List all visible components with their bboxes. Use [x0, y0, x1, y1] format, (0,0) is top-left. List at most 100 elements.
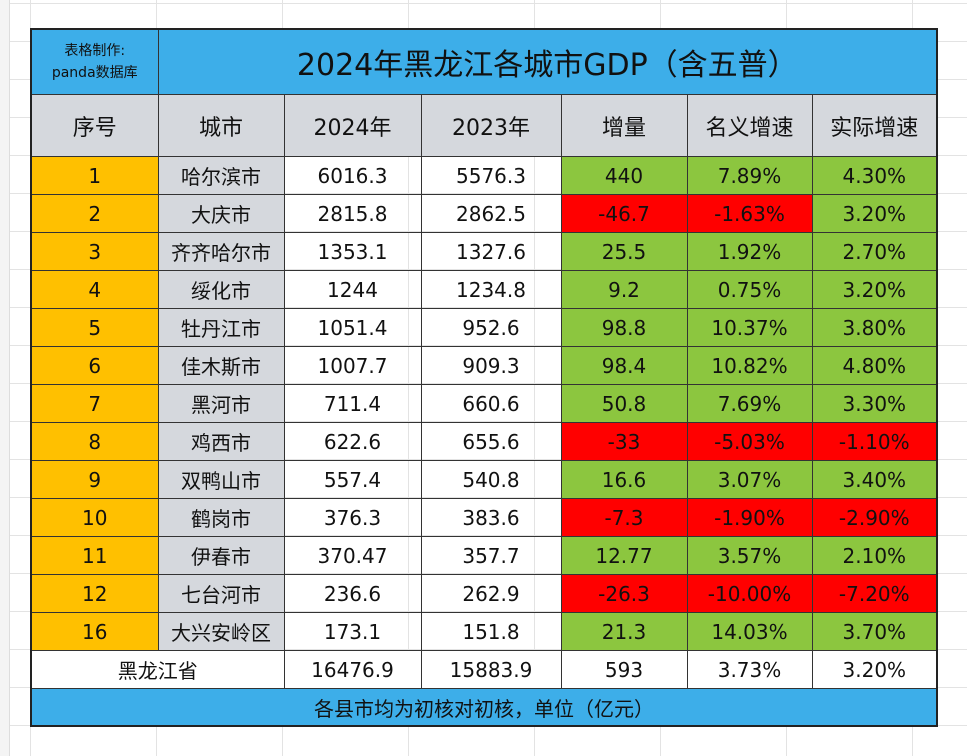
city-cell[interactable]: 伊春市 — [157, 536, 285, 575]
y2024-cell[interactable]: 1051.4 — [283, 308, 422, 347]
city-cell[interactable]: 大庆市 — [157, 194, 285, 233]
city-cell[interactable]: 佳木斯市 — [157, 346, 285, 385]
header-cell[interactable]: 2023年 — [420, 94, 562, 157]
inc-cell[interactable]: 440 — [560, 156, 688, 195]
y2023-cell[interactable]: 1234.8 — [420, 270, 562, 309]
real-cell[interactable]: 2.10% — [811, 536, 938, 575]
idx-cell[interactable]: 8 — [30, 422, 159, 461]
table-title[interactable]: 2024年黑龙江各城市GDP（含五普） — [157, 28, 938, 95]
total-y2024-cell[interactable]: 16476.9 — [283, 650, 422, 689]
idx-cell[interactable]: 12 — [30, 574, 159, 613]
total-real-cell[interactable]: 3.20% — [811, 650, 938, 689]
y2024-cell[interactable]: 370.47 — [283, 536, 422, 575]
idx-cell[interactable]: 1 — [30, 156, 159, 195]
y2023-cell[interactable]: 909.3 — [420, 346, 562, 385]
y2024-cell[interactable]: 557.4 — [283, 460, 422, 499]
inc-cell[interactable]: 25.5 — [560, 232, 688, 271]
nom-cell[interactable]: -1.90% — [686, 498, 813, 537]
y2024-cell[interactable]: 1007.7 — [283, 346, 422, 385]
nom-cell[interactable]: 3.57% — [686, 536, 813, 575]
idx-cell[interactable]: 7 — [30, 384, 159, 423]
inc-cell[interactable]: 9.2 — [560, 270, 688, 309]
y2024-cell[interactable]: 6016.3 — [283, 156, 422, 195]
city-cell[interactable]: 鸡西市 — [157, 422, 285, 461]
inc-cell[interactable]: -7.3 — [560, 498, 688, 537]
y2024-cell[interactable]: 622.6 — [283, 422, 422, 461]
y2024-cell[interactable]: 376.3 — [283, 498, 422, 537]
total-nom-cell[interactable]: 3.73% — [686, 650, 813, 689]
real-cell[interactable]: -7.20% — [811, 574, 938, 613]
city-cell[interactable]: 绥化市 — [157, 270, 285, 309]
city-cell[interactable]: 七台河市 — [157, 574, 285, 613]
real-cell[interactable]: 4.30% — [811, 156, 938, 195]
nom-cell[interactable]: 14.03% — [686, 612, 813, 651]
city-cell[interactable]: 牡丹江市 — [157, 308, 285, 347]
credit-cell[interactable]: 表格制作: panda数据库 — [30, 28, 159, 95]
real-cell[interactable]: 3.20% — [811, 194, 938, 233]
y2023-cell[interactable]: 2862.5 — [420, 194, 562, 233]
real-cell[interactable]: -2.90% — [811, 498, 938, 537]
total-label-cell[interactable]: 黑龙江省 — [30, 650, 285, 689]
y2024-cell[interactable]: 2815.8 — [283, 194, 422, 233]
y2024-cell[interactable]: 1353.1 — [283, 232, 422, 271]
inc-cell[interactable]: 16.6 — [560, 460, 688, 499]
y2024-cell[interactable]: 711.4 — [283, 384, 422, 423]
idx-cell[interactable]: 16 — [30, 612, 159, 651]
nom-cell[interactable]: -1.63% — [686, 194, 813, 233]
city-cell[interactable]: 鹤岗市 — [157, 498, 285, 537]
idx-cell[interactable]: 4 — [30, 270, 159, 309]
nom-cell[interactable]: 0.75% — [686, 270, 813, 309]
y2023-cell[interactable]: 383.6 — [420, 498, 562, 537]
idx-cell[interactable]: 9 — [30, 460, 159, 499]
y2024-cell[interactable]: 173.1 — [283, 612, 422, 651]
inc-cell[interactable]: 12.77 — [560, 536, 688, 575]
header-cell[interactable]: 2024年 — [283, 94, 422, 157]
header-cell[interactable]: 序号 — [30, 94, 159, 157]
nom-cell[interactable]: 7.89% — [686, 156, 813, 195]
inc-cell[interactable]: -26.3 — [560, 574, 688, 613]
nom-cell[interactable]: 1.92% — [686, 232, 813, 271]
inc-cell[interactable]: 98.4 — [560, 346, 688, 385]
total-inc-cell[interactable]: 593 — [560, 650, 688, 689]
real-cell[interactable]: 3.30% — [811, 384, 938, 423]
inc-cell[interactable]: 98.8 — [560, 308, 688, 347]
header-cell[interactable]: 城市 — [157, 94, 285, 157]
idx-cell[interactable]: 2 — [30, 194, 159, 233]
nom-cell[interactable]: 10.82% — [686, 346, 813, 385]
nom-cell[interactable]: -5.03% — [686, 422, 813, 461]
real-cell[interactable]: 4.80% — [811, 346, 938, 385]
inc-cell[interactable]: 21.3 — [560, 612, 688, 651]
y2023-cell[interactable]: 655.6 — [420, 422, 562, 461]
y2023-cell[interactable]: 357.7 — [420, 536, 562, 575]
real-cell[interactable]: 3.80% — [811, 308, 938, 347]
city-cell[interactable]: 哈尔滨市 — [157, 156, 285, 195]
idx-cell[interactable]: 6 — [30, 346, 159, 385]
header-cell[interactable]: 实际增速 — [811, 94, 938, 157]
real-cell[interactable]: 3.70% — [811, 612, 938, 651]
nom-cell[interactable]: 10.37% — [686, 308, 813, 347]
idx-cell[interactable]: 10 — [30, 498, 159, 537]
idx-cell[interactable]: 3 — [30, 232, 159, 271]
idx-cell[interactable]: 5 — [30, 308, 159, 347]
real-cell[interactable]: -1.10% — [811, 422, 938, 461]
y2023-cell[interactable]: 1327.6 — [420, 232, 562, 271]
nom-cell[interactable]: -10.00% — [686, 574, 813, 613]
city-cell[interactable]: 齐齐哈尔市 — [157, 232, 285, 271]
header-cell[interactable]: 增量 — [560, 94, 688, 157]
y2023-cell[interactable]: 151.8 — [420, 612, 562, 651]
inc-cell[interactable]: 50.8 — [560, 384, 688, 423]
header-cell[interactable]: 名义增速 — [686, 94, 813, 157]
y2023-cell[interactable]: 540.8 — [420, 460, 562, 499]
y2024-cell[interactable]: 236.6 — [283, 574, 422, 613]
nom-cell[interactable]: 3.07% — [686, 460, 813, 499]
y2023-cell[interactable]: 5576.3 — [420, 156, 562, 195]
real-cell[interactable]: 3.20% — [811, 270, 938, 309]
city-cell[interactable]: 双鸭山市 — [157, 460, 285, 499]
city-cell[interactable]: 黑河市 — [157, 384, 285, 423]
y2023-cell[interactable]: 262.9 — [420, 574, 562, 613]
y2023-cell[interactable]: 952.6 — [420, 308, 562, 347]
inc-cell[interactable]: -33 — [560, 422, 688, 461]
idx-cell[interactable]: 11 — [30, 536, 159, 575]
real-cell[interactable]: 3.40% — [811, 460, 938, 499]
footer-note[interactable]: 各县市均为初核对初核，单位（亿元） — [30, 688, 938, 727]
